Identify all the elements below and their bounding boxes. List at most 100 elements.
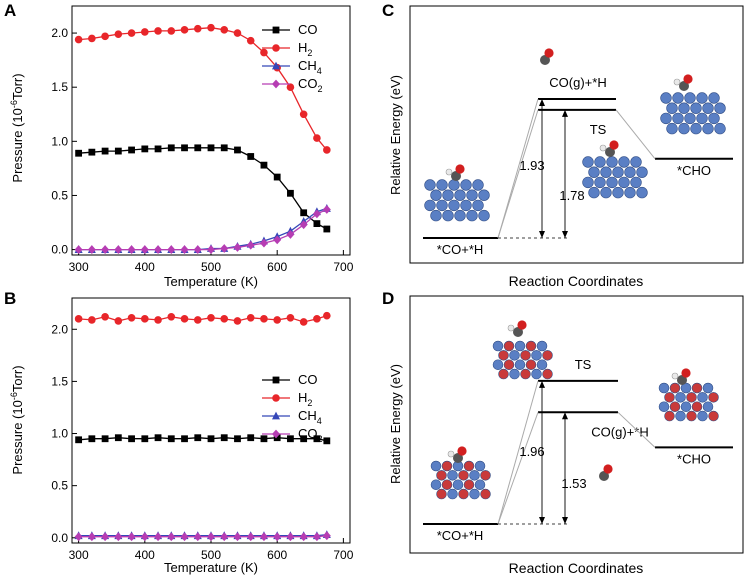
atom <box>624 186 636 199</box>
hydrogen-atom <box>507 324 515 332</box>
data-point-h2 <box>260 48 268 57</box>
atom <box>460 179 472 191</box>
arrow-head-down <box>539 231 545 238</box>
data-point-h2 <box>101 32 109 41</box>
carbon-atom <box>540 55 550 65</box>
atom <box>458 488 469 500</box>
data-point-co <box>101 147 109 155</box>
atom <box>448 199 460 212</box>
energy-value-label: 1.93 <box>519 158 544 173</box>
atom <box>582 176 594 189</box>
data-point-co <box>88 148 96 156</box>
x-tick-label: 700 <box>333 548 353 562</box>
atom <box>472 179 484 191</box>
oxygen-atom <box>544 48 554 58</box>
atom <box>658 382 670 394</box>
data-point-h2 <box>246 314 255 322</box>
data-point-h2 <box>141 315 149 323</box>
oxygen-atom <box>681 368 691 378</box>
data-point-h2 <box>246 36 255 45</box>
carbon-atom <box>513 327 523 337</box>
atom <box>624 166 636 178</box>
data-point-co <box>167 435 175 443</box>
data-point-co <box>207 435 215 443</box>
oxygen-atom <box>517 320 527 330</box>
atom <box>492 359 504 370</box>
atom <box>680 382 692 394</box>
data-point-co <box>247 153 255 160</box>
data-point-h2 <box>154 316 162 324</box>
state-label: *CO+*H <box>437 242 484 257</box>
atom <box>498 350 509 361</box>
gas-co-d <box>599 464 613 481</box>
atom <box>514 359 526 370</box>
data-point-co2 <box>74 532 83 542</box>
legend-marker <box>272 61 280 70</box>
data-point-co <box>323 225 331 233</box>
plot-frame-c <box>409 5 744 264</box>
x-axis-label-a: Temperature (K) <box>164 274 258 289</box>
x-tick-label: 300 <box>69 548 89 562</box>
atom <box>675 410 686 422</box>
legend-label: H2 <box>298 40 312 58</box>
data-point-co <box>234 146 241 154</box>
atom <box>469 488 480 500</box>
data-point-h2 <box>220 26 229 34</box>
atom <box>480 488 491 500</box>
slab-ts-d <box>492 340 553 380</box>
atom <box>536 340 548 352</box>
data-point-co <box>101 435 109 443</box>
data-point-co2 <box>167 532 176 542</box>
adsorbate-ts-c <box>599 140 619 157</box>
carbon-atom <box>451 171 461 181</box>
data-point-h2 <box>167 312 176 321</box>
plot-frame-d <box>409 295 744 554</box>
data-point-co <box>323 437 331 445</box>
data-point-co2 <box>286 532 295 542</box>
atom <box>660 92 672 104</box>
data-point-co <box>313 435 321 443</box>
connector-line <box>617 411 656 448</box>
atom <box>714 102 726 114</box>
atom <box>664 410 675 422</box>
panel-c: C Relative Energy (eV) Reaction Coordina… <box>382 1 744 289</box>
y-tick-label: 2.0 <box>51 26 68 40</box>
atom <box>436 470 447 481</box>
atom <box>691 401 703 412</box>
data-point-co2 <box>322 531 331 541</box>
data-point-co <box>167 144 175 152</box>
data-point-h2 <box>88 34 96 43</box>
data-point-h2 <box>286 314 295 322</box>
data-point-co <box>287 435 294 443</box>
data-point-h2 <box>286 83 295 91</box>
data-point-co <box>154 145 162 153</box>
data-point-h2 <box>273 316 281 324</box>
y-tick-label: 1.5 <box>51 80 68 94</box>
atom <box>618 156 630 168</box>
data-point-h2 <box>313 134 321 142</box>
data-point-h2 <box>154 27 162 35</box>
panel-label-d: D <box>382 289 394 308</box>
data-point-h2 <box>260 315 268 323</box>
atom <box>452 479 464 490</box>
y-tick-label: 1.0 <box>51 427 68 441</box>
data-point-co <box>273 434 281 442</box>
data-point-co2 <box>180 245 189 254</box>
data-point-h2 <box>207 23 215 32</box>
oxygen-atom <box>603 464 613 474</box>
atom <box>664 392 675 403</box>
atom <box>492 340 504 352</box>
atom <box>630 156 642 168</box>
atom <box>697 410 708 422</box>
slab-co-h-c <box>424 179 490 222</box>
atom <box>669 401 681 412</box>
state-label: *CHO <box>677 163 711 178</box>
data-point-co2 <box>299 532 308 542</box>
data-point-h2 <box>74 315 83 323</box>
y-axis-label-c: Relative Energy (eV) <box>388 75 403 195</box>
panel-d: D Relative Energy (eV) Reaction Coordina… <box>382 289 744 576</box>
oxygen-atom <box>609 140 619 150</box>
atom <box>430 189 442 201</box>
atom <box>525 359 537 370</box>
